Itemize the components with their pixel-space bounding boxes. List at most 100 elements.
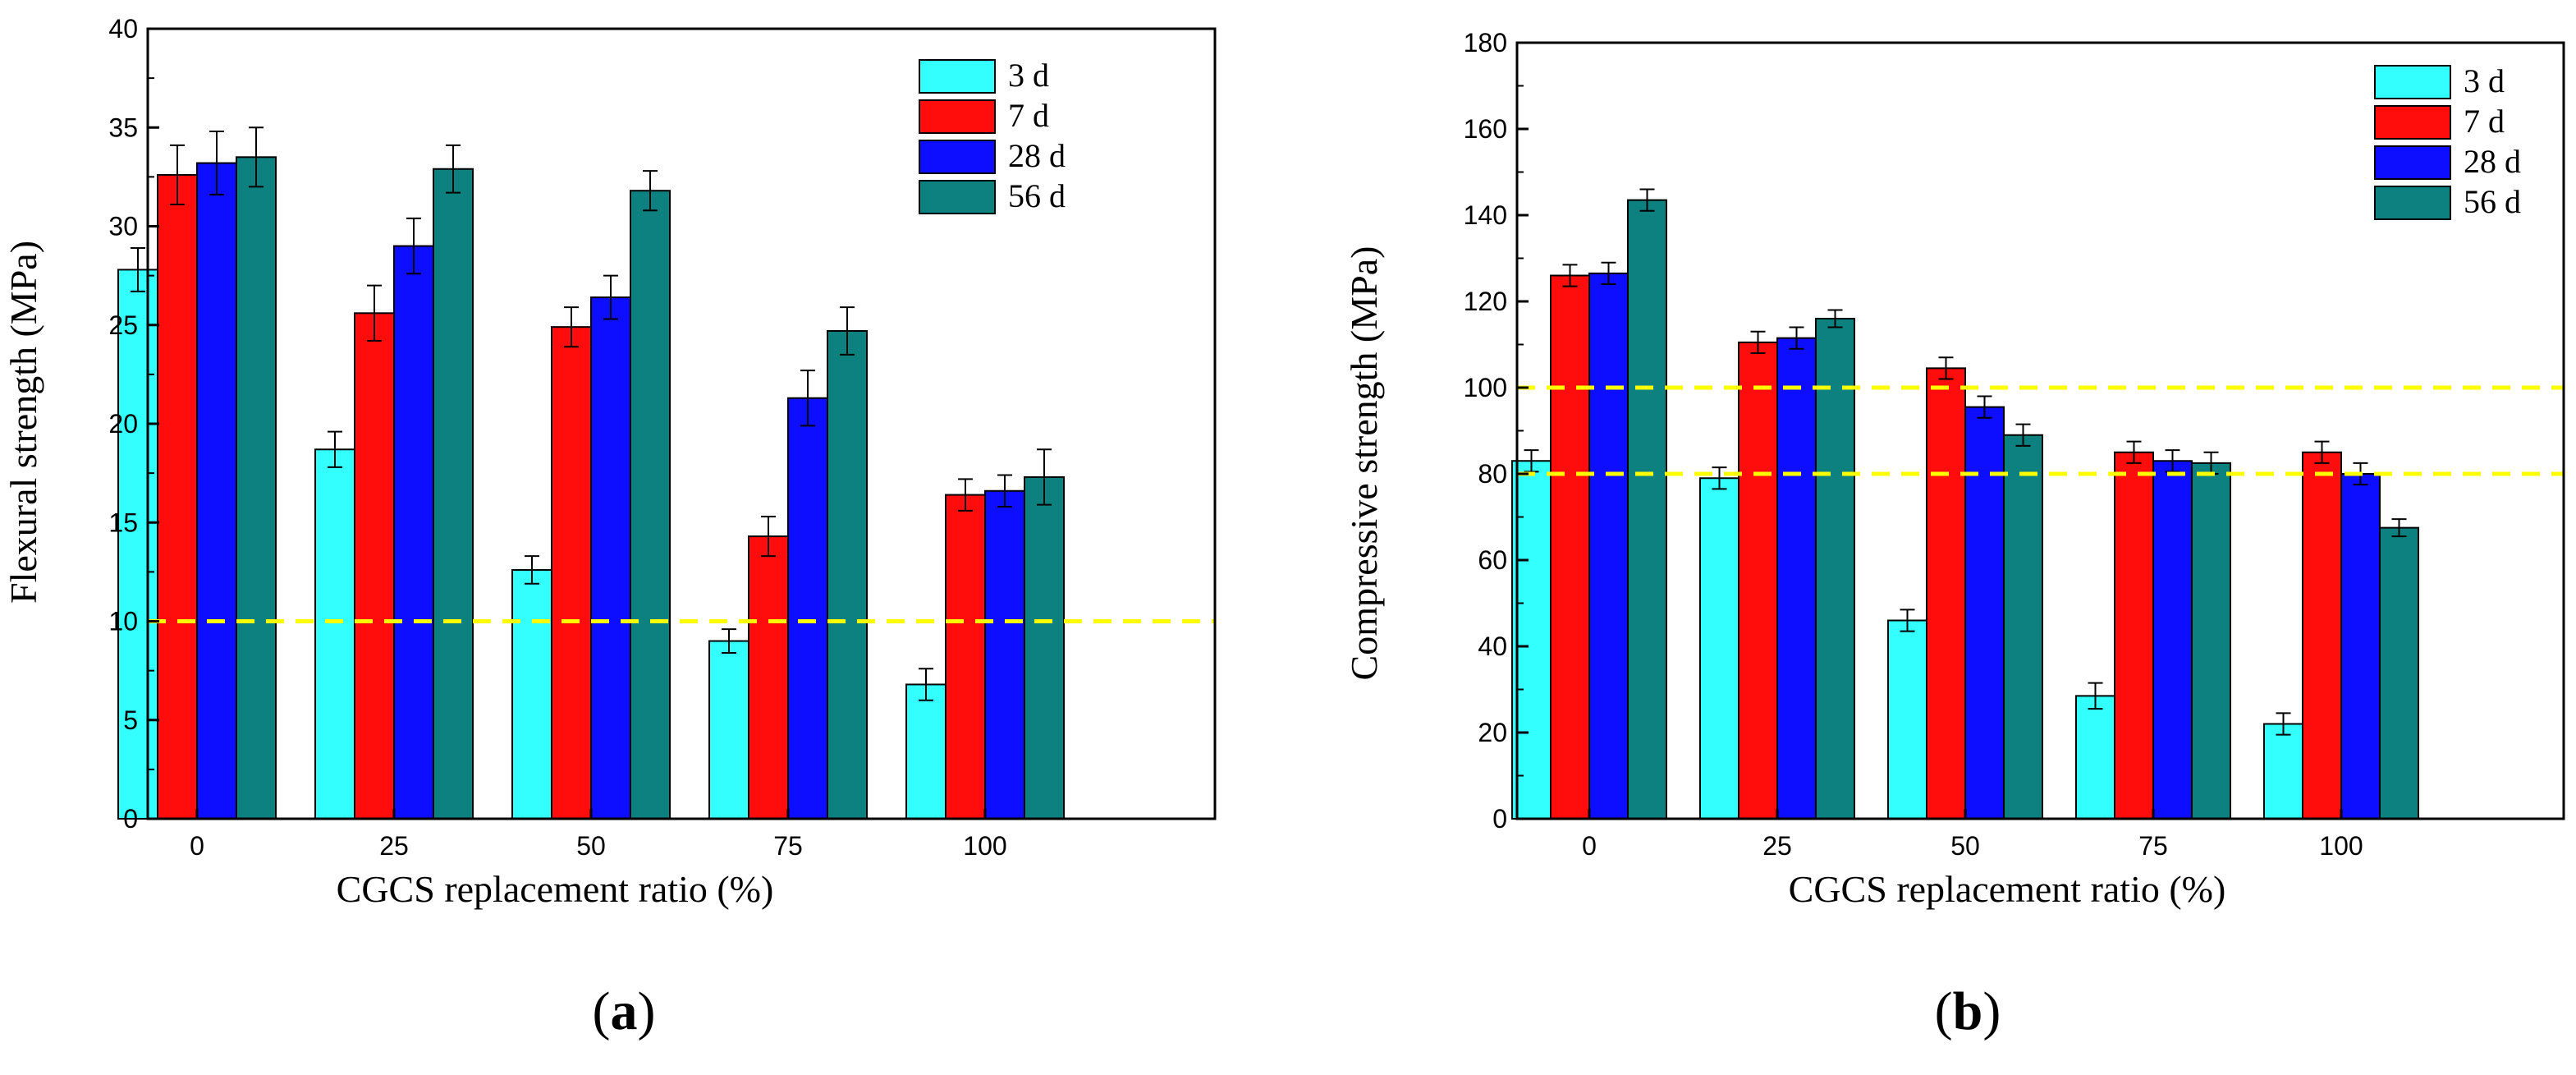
chart-b-x-tick-label: 100 (2319, 831, 2363, 861)
chart-a-bar-3d-100 (905, 683, 947, 820)
chart-b-errorbar-28d-25 (1789, 326, 1804, 350)
chart-a-y-tick-label: 0 (123, 804, 138, 834)
chart-b-bar-3d-50 (1887, 619, 1927, 820)
chart-a-y-tick-label: 25 (108, 310, 138, 340)
panel-label-a-close: ) (638, 981, 656, 1041)
chart-a-error-bars (131, 126, 1052, 701)
chart-a-bar-3d-25 (314, 448, 355, 820)
panel-label-b-letter: b (1953, 981, 1983, 1041)
chart-b-bar-3d-0 (1511, 460, 1552, 820)
chart-a-y-tick-label: 35 (108, 113, 138, 142)
chart-a-errorbar-3d-75 (722, 628, 736, 654)
chart-a-bars (117, 156, 1065, 820)
chart-b-legend: 3 d 7 d28 d56 d (2374, 62, 2521, 220)
chart-b-legend-swatch-3d (2374, 65, 2451, 99)
chart-b-bars (1511, 199, 2419, 820)
chart-a-bar-56d-100 (1024, 475, 1065, 820)
chart-a-errorbar-7d-100 (958, 478, 973, 512)
chart-b-bar-28d-25 (1776, 337, 1817, 820)
panel-label-b: (b) (1935, 981, 2001, 1041)
chart-a-x-tick-label: 0 (190, 831, 204, 861)
chart-a-bar-28d-75 (787, 397, 828, 820)
chart-b-bar-28d-75 (2152, 460, 2193, 820)
chart-a-errorbar-56d-25 (446, 144, 461, 194)
chart-a-errorbar-56d-50 (643, 170, 658, 212)
chart-a-errorbar-7d-0 (170, 144, 185, 206)
chart-b-y-tick-label: 20 (1478, 718, 1507, 747)
chart-a-x-tick-label: 100 (963, 831, 1006, 861)
chart-a-y-tick-label: 40 (108, 14, 138, 44)
chart-b-y-tick-label: 140 (1464, 200, 1507, 230)
chart-a-errorbar-3d-0 (131, 246, 145, 292)
chart-b-bar-28d-100 (2340, 473, 2381, 820)
chart-a-legend-swatch-56d (919, 180, 996, 214)
chart-b-errorbar-56d-25 (1827, 309, 1843, 328)
chart-a-errorbar-3d-100 (919, 668, 933, 701)
chart-a-bar-7d-50 (551, 326, 592, 820)
chart-b-errorbar-28d-50 (1977, 395, 1992, 419)
chart-a-errorbar-28d-0 (209, 131, 224, 196)
panel-label-a-letter: a (611, 981, 638, 1041)
chart-b-bar-3d-25 (1699, 477, 1739, 820)
chart-a-y-axis-title: Flexural strength (MPa) (2, 241, 44, 604)
chart-a-errorbar-7d-50 (564, 306, 579, 348)
chart-a-bar-3d-0 (117, 269, 158, 820)
chart-b-x-tick-label: 75 (2138, 831, 2168, 861)
chart-b-bar-7d-75 (2114, 451, 2154, 820)
chart-b-bar-56d-75 (2191, 462, 2231, 820)
chart-a-y-tick-label: 15 (108, 508, 138, 537)
chart-a-bar-56d-25 (433, 168, 474, 820)
chart-a-legend-swatch-3d (919, 59, 996, 94)
chart-b-y-tick-label: 160 (1464, 114, 1507, 144)
chart-b-errorbar-3d-100 (2276, 712, 2291, 736)
chart-b-y-tick-label: 60 (1478, 545, 1507, 575)
chart-b-errorbar-7d-100 (2314, 440, 2330, 464)
chart-b-errorbar-7d-75 (2126, 440, 2142, 464)
chart-a-errorbar-7d-25 (367, 284, 382, 342)
chart-b-y-tick-label: 120 (1464, 287, 1507, 316)
chart-b-x-tick-label: 25 (1762, 831, 1792, 861)
chart-a-legend-label-56d: 56 d (1008, 177, 1066, 214)
chart-a-errorbar-3d-50 (525, 555, 539, 585)
chart-b-x-tick-label: 0 (1582, 831, 1597, 861)
chart-a-bar-3d-75 (708, 640, 749, 820)
chart-b-bar-7d-100 (2302, 451, 2342, 820)
chart-b-legend-label-28d: 28 d (2464, 143, 2521, 180)
chart-a-errorbar-28d-50 (603, 274, 618, 320)
chart-b-bar-56d-50 (2003, 434, 2043, 820)
chart-a-errorbar-28d-25 (406, 217, 421, 275)
panel-label-b-close: ) (1982, 981, 2001, 1041)
chart-b-errorbar-7d-50 (1938, 356, 1954, 380)
chart-b-errorbar-28d-0 (1601, 261, 1616, 285)
chart-a-legend-label-28d: 28 d (1008, 137, 1066, 174)
chart-b-legend-label-7d: 7 d (2464, 103, 2505, 140)
chart-a-bar-56d-75 (827, 329, 868, 820)
chart-b-bar-28d-0 (1588, 272, 1629, 820)
chart-b-y-tick-label: 40 (1478, 632, 1507, 661)
chart-a-x-tick-label: 50 (576, 831, 606, 861)
chart-a-errorbar-56d-75 (840, 306, 855, 356)
chart-b-y-axis-title: Compressive strength (MPa) (1343, 246, 1385, 681)
chart-a-bar-56d-0 (236, 156, 277, 820)
chart-a-errorbar-56d-100 (1037, 448, 1052, 506)
chart-a-errorbar-28d-100 (997, 474, 1012, 508)
chart-b-y-tick-label: 80 (1478, 459, 1507, 489)
chart-a-errorbar-28d-75 (800, 370, 815, 427)
chart-a-y-tick-label: 30 (108, 212, 138, 241)
chart-b-reference-lines (1517, 385, 2564, 476)
chart-a-y-tick-label: 10 (108, 607, 138, 636)
chart-a-errorbar-3d-25 (328, 430, 342, 468)
chart-a-bar-7d-75 (748, 535, 789, 820)
chart-a: 0 5 10 15 20 25 30 35 40 0 25 50 75 100 CGCS replace… (2, 14, 1217, 1041)
chart-b-errorbar-3d-25 (1712, 466, 1727, 490)
chart-a-x-axis-title: CGCS replacement ratio (%) (337, 868, 774, 910)
chart-b-legend-label-3d: 3 d (2464, 62, 2505, 99)
chart-b-errorbar-56d-50 (2015, 423, 2031, 447)
chart-b-errorbar-3d-50 (1900, 609, 1915, 632)
chart-b-errorbar-56d-100 (2391, 518, 2407, 538)
chart-b-y-tick-label: 180 (1464, 28, 1507, 57)
chart-b-errorbar-28d-75 (2165, 449, 2180, 473)
chart-b-errorbar-3d-75 (2088, 682, 2103, 710)
panel-label-a-open: ( (593, 981, 611, 1041)
